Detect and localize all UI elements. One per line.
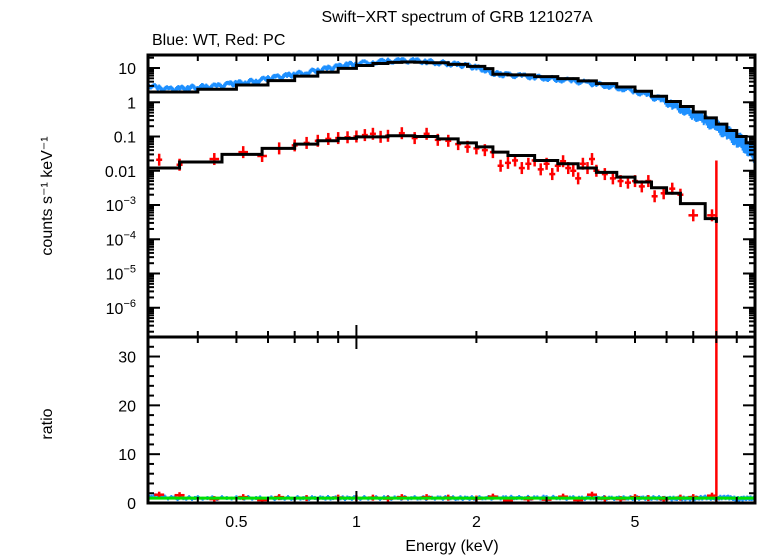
pc-data-point [504, 156, 511, 169]
pc-model-line [148, 134, 718, 223]
plot-frames [146, 53, 757, 505]
pc-data-point [361, 129, 368, 142]
wt-model-line [148, 60, 755, 150]
x-axis-label: Energy (keV) [405, 538, 498, 555]
lower-y-tick-label: 0 [127, 496, 136, 513]
pc-data-point [411, 132, 418, 145]
pc-data-point [537, 163, 544, 176]
x-tick-labels: 0.5 1 2 5 [225, 514, 639, 531]
x-tick-label: 2 [472, 514, 481, 531]
pc-data-point [497, 159, 504, 172]
lower-y-tick-label: 30 [118, 350, 136, 367]
lower-y-tick-label: 20 [118, 398, 136, 415]
pc-data-point [325, 132, 332, 145]
upper-y-tick-label: 10−3 [106, 195, 136, 215]
upper-y-axis-label: counts s⁻¹ keV⁻¹ [39, 136, 56, 255]
pc-data-point [238, 146, 249, 159]
x-tick-label: 1 [352, 514, 361, 531]
chart-title: Swift−XRT spectrum of GRB 121027A [321, 9, 592, 26]
upper-y-tick-label: 1 [127, 95, 136, 112]
pc-data-point [518, 162, 525, 175]
pc-data-point [609, 172, 616, 185]
pc-data-point [570, 164, 577, 177]
pc-data-point [575, 172, 582, 185]
upper-y-tick-label: 0.1 [114, 130, 136, 147]
x-tick-label: 5 [631, 514, 640, 531]
lower-y-tick-label: 10 [118, 447, 136, 464]
pc-data-point [549, 168, 556, 181]
pc-data-point [445, 134, 452, 147]
chart-subtitle: Blue: WT, Red: PC [152, 32, 285, 49]
lower-panel-plot [148, 337, 755, 503]
pc-data-point [156, 153, 163, 166]
pc-data-point [688, 209, 699, 222]
pc-data-point [601, 168, 608, 181]
upper-y-tick-label: 10−6 [106, 298, 136, 318]
upper-y-tick-label: 10 [118, 61, 136, 78]
lower-y-tick-labels: 0 10 20 30 [118, 350, 136, 513]
pc-data-point [398, 127, 405, 140]
lower-y-axis-label: ratio [39, 408, 56, 439]
upper-y-tick-label: 0.01 [105, 164, 136, 181]
upper-panel-plot [148, 57, 755, 337]
pc-data-point [589, 153, 596, 166]
pc-data-point [560, 155, 567, 168]
upper-y-tick-label: 10−5 [106, 264, 136, 284]
pc-data-point [651, 190, 658, 203]
plot-frame [146, 53, 757, 505]
x-tick-label: 0.5 [225, 514, 247, 531]
upper-y-tick-label: 10−4 [106, 229, 136, 249]
pc-data-point [525, 157, 532, 170]
upper-y-tick-labels: 10 1 0.1 0.01 10−3 10−4 10−5 10−6 [105, 61, 136, 318]
